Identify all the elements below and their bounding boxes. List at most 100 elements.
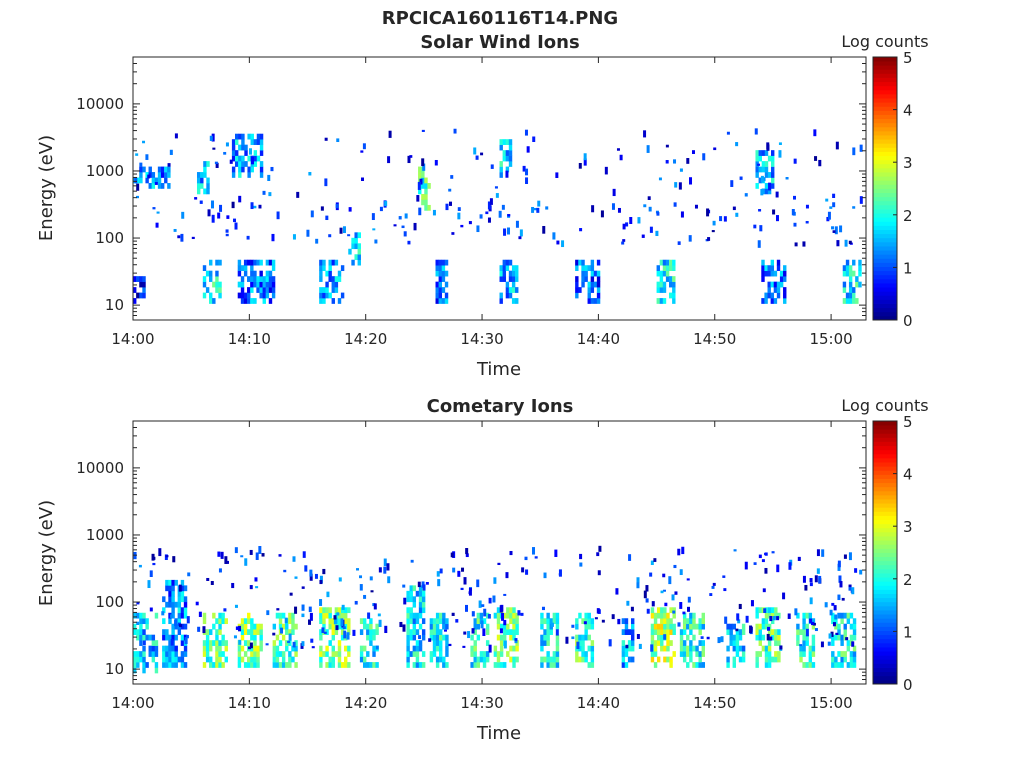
data-cell (846, 612, 851, 619)
data-cell (834, 656, 838, 663)
data-cell (583, 621, 587, 625)
data-cell (726, 662, 730, 668)
data-cell (758, 651, 762, 657)
data-cell (713, 147, 717, 151)
data-cell (732, 640, 736, 646)
data-cell (174, 619, 178, 626)
data-cell (584, 618, 588, 625)
data-cell (480, 152, 484, 156)
data-cell (328, 292, 332, 299)
data-cell (243, 662, 248, 668)
data-cell (249, 148, 252, 155)
data-cell (729, 640, 733, 646)
data-cell (761, 618, 766, 625)
data-cell (136, 195, 139, 199)
data-cell (371, 213, 375, 221)
data-cell (250, 287, 254, 293)
data-cell (858, 281, 862, 288)
data-cell (698, 662, 702, 668)
data-band (133, 276, 146, 304)
data-cell (383, 558, 387, 567)
data-cell (180, 640, 185, 646)
data-cell (509, 550, 513, 556)
colorbar-segment (873, 453, 897, 459)
data-cell (438, 265, 443, 271)
data-cell (322, 259, 326, 266)
data-cell (435, 634, 440, 641)
data-cell (344, 662, 348, 668)
data-cell (502, 270, 507, 277)
colorbar-segment (873, 217, 897, 222)
data-cell (337, 651, 342, 657)
data-cell (418, 607, 423, 614)
data-cell (672, 651, 676, 657)
data-cell (209, 276, 213, 282)
data-cell (465, 604, 468, 612)
data-cell (837, 594, 841, 601)
data-cell (335, 625, 339, 631)
data-cell (842, 270, 847, 277)
data-cell (259, 645, 263, 652)
data-cell (209, 656, 213, 663)
data-cell (325, 645, 329, 652)
data-cell (285, 623, 289, 630)
data-cell (475, 155, 479, 160)
data-cell (148, 172, 152, 178)
data-cell (218, 292, 222, 299)
data-cell (476, 656, 481, 663)
y-tick-label: 10000 (76, 459, 124, 477)
data-cell (687, 596, 691, 603)
data-cell (512, 656, 516, 663)
data-cell (441, 276, 446, 282)
data-cell (502, 150, 507, 156)
data-cell (253, 640, 257, 646)
data-cell (532, 547, 536, 555)
data-cell (802, 241, 806, 247)
data-cell (253, 155, 258, 162)
data-cell (418, 662, 423, 668)
data-cell (846, 640, 851, 646)
data-cell (418, 635, 422, 640)
data-cell (310, 210, 314, 218)
data-cell (543, 640, 547, 646)
data-cell (843, 623, 847, 630)
data-cell (209, 645, 213, 652)
data-cell (162, 618, 166, 625)
data-cell (511, 287, 516, 293)
data-cell (695, 662, 699, 668)
data-cell (452, 567, 456, 573)
data-cell (250, 202, 254, 210)
data-cell (832, 193, 836, 198)
data-cell (354, 600, 358, 605)
data-cell (142, 276, 146, 282)
x-tick-label: 14:40 (577, 694, 620, 712)
data-cell (362, 656, 367, 663)
data-cell (483, 608, 487, 617)
data-cell (429, 618, 434, 625)
data-cell (521, 567, 525, 573)
data-cell (665, 265, 670, 271)
data-cell (172, 556, 176, 563)
data-cell (496, 651, 501, 657)
data-cell (388, 130, 392, 138)
data-cell (764, 265, 768, 271)
y-axis-label-solar-wind: Energy (eV) (36, 135, 57, 241)
data-cell (624, 662, 629, 668)
data-cell (412, 601, 417, 608)
data-cell (441, 265, 446, 271)
data-cell (587, 618, 591, 625)
data-cell (809, 582, 813, 587)
data-cell (177, 607, 182, 614)
colorbar-segment (873, 499, 897, 504)
data-cell (340, 634, 345, 641)
data-cell (506, 651, 510, 657)
data-cell (750, 600, 754, 607)
data-cell (791, 209, 795, 216)
data-cell (831, 651, 835, 657)
x-tick-label: 14:20 (344, 330, 387, 348)
data-cell (764, 270, 768, 277)
data-cell (309, 569, 313, 577)
data-cell (503, 593, 507, 596)
data-cell (448, 188, 452, 192)
data-cell (672, 623, 676, 630)
